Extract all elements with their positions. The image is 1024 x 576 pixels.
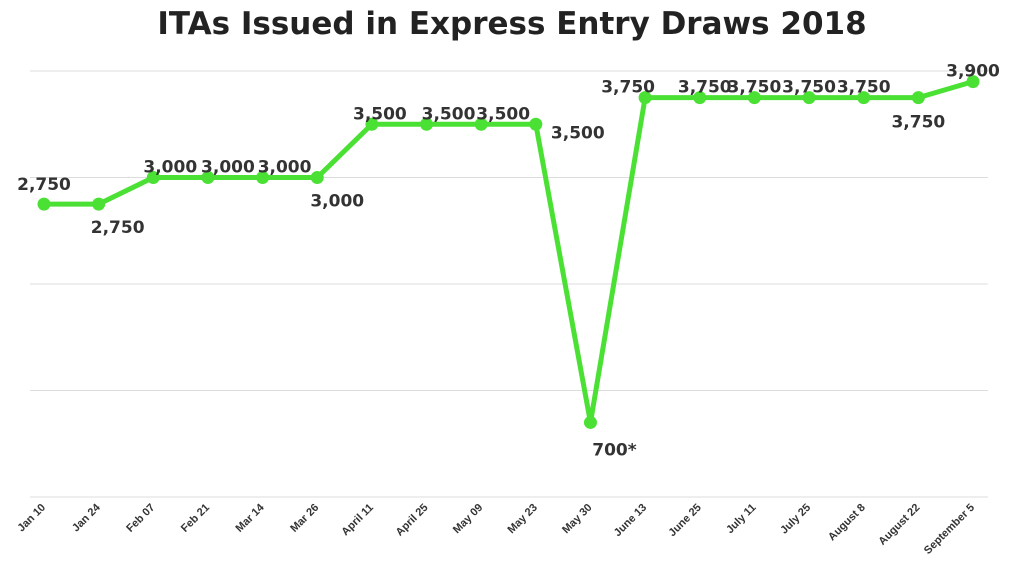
data-point [966,75,980,89]
data-label: 3,000 [201,158,255,178]
data-point [256,171,270,184]
x-tick-label: July 25 [778,502,813,537]
x-tick-label: Mar 14 [234,501,268,535]
data-label: 3,000 [258,158,312,178]
data-point [857,91,871,105]
x-tick-label: Jan 24 [70,501,103,534]
data-point [92,197,106,211]
data-label: 3,000 [143,158,197,178]
x-tick-label: Jan 10 [15,502,48,535]
data-label: 3,750 [678,78,732,98]
x-tick-label: April 25 [394,502,431,539]
data-point [365,117,379,131]
data-point [37,197,51,211]
data-point [802,91,816,105]
x-tick-label: May 09 [451,502,485,536]
data-point [146,171,160,184]
data-label: 3,000 [310,192,364,212]
data-point [474,117,488,131]
data-label: 3,750 [728,78,782,98]
data-point [693,91,707,105]
x-tick-label: July 11 [724,502,758,536]
data-point [911,91,925,105]
data-label: 3,500 [353,104,407,124]
x-tick-label: August 8 [826,502,868,544]
x-tick-label: September 5 [922,502,977,557]
x-tick-label: Feb 07 [124,502,157,535]
data-label: 3,500 [422,104,476,124]
x-tick-label: Feb 21 [179,502,212,535]
data-point [420,117,434,131]
series-line [41,79,976,425]
data-point [638,91,652,105]
data-label: 3,750 [601,78,655,98]
data-label: 2,750 [17,175,71,195]
data-point [747,91,761,105]
data-label: 3,750 [782,78,836,98]
data-label: 700* [592,440,636,460]
x-tick-label: June 13 [612,502,649,539]
data-label: 3,750 [837,78,891,98]
x-tick-label: Mar 26 [288,502,321,535]
chart-title: ITAs Issued in Express Entry Draws 2018 [157,6,866,42]
data-label: 3,900 [946,62,1000,82]
x-tick-label: April 11 [339,502,376,539]
x-tick-label: June 25 [666,502,703,539]
x-tick-label: August 22 [876,502,922,548]
x-tick-label: May 30 [560,502,594,536]
data-label: 3,750 [891,113,945,133]
data-point [310,171,324,184]
data-point [529,117,543,131]
data-point [201,171,215,184]
data-label: 3,500 [476,104,530,124]
data-point [583,415,597,429]
data-label: 2,750 [91,218,145,238]
x-tick-label: May 23 [506,502,540,536]
data-label: 3,500 [551,123,605,143]
